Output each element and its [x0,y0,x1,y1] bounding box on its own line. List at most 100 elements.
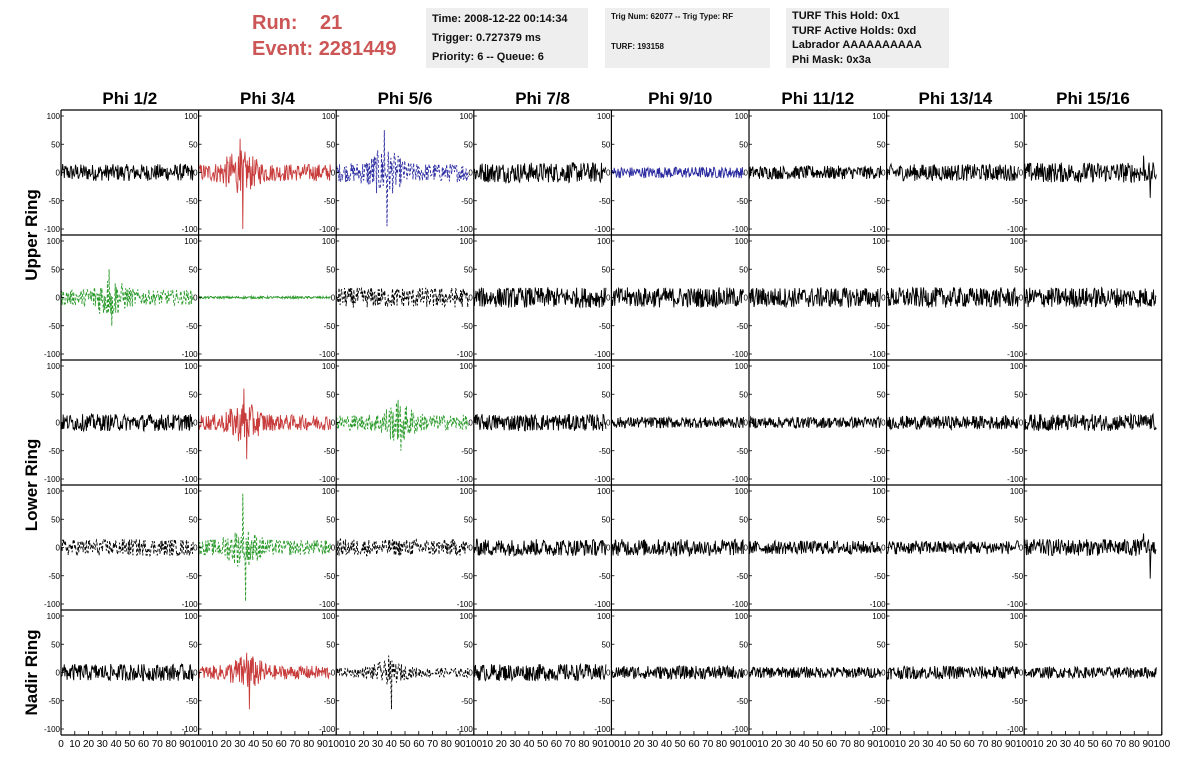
y-tick-label: -50 [1012,447,1024,456]
x-tick-label: 100 [465,739,482,750]
x-tick-label: 80 [441,739,453,750]
x-tick-label: 100 [603,739,620,750]
turf-active-holds-text: TURF Active Holds: 0xd [792,24,917,37]
y-tick-label: -100 [594,350,611,359]
y-tick-label: -50 [599,447,611,456]
x-tick-label: 10 [895,739,907,750]
y-tick-label: 100 [872,237,886,246]
y-tick-label: 0 [468,294,473,303]
trigger-text: Trigger: 0.727379 ms [432,32,541,44]
y-tick-label: 50 [326,265,335,274]
y-tick-label: 100 [47,487,61,496]
y-tick-label: -50 [324,197,336,206]
y-tick-label: -50 [874,322,886,331]
y-tick-label: -50 [599,197,611,206]
y-tick-label: 0 [744,544,749,553]
y-tick-label: 0 [1019,669,1024,678]
y-tick-label: -50 [461,447,473,456]
y-tick-label: 50 [326,390,335,399]
y-tick-label: -100 [1007,725,1024,734]
y-tick-label: -100 [1007,225,1024,234]
y-tick-label: 50 [1014,140,1023,149]
waveform-trace [335,130,469,227]
y-tick-label: 50 [51,640,60,649]
y-tick-label: 50 [739,390,748,399]
x-tick-label: 100 [878,739,895,750]
y-tick-label: -50 [736,572,748,581]
y-tick-label: -50 [874,572,886,581]
y-tick-label: -100 [457,600,474,609]
waveform-trace [886,540,1020,555]
y-tick-label: 100 [322,612,336,621]
y-tick-label: 0 [56,669,61,678]
y-tick-label: 50 [51,390,60,399]
x-tick-label: 20 [771,739,783,750]
y-tick-label: -100 [732,600,749,609]
y-tick-label: 50 [877,265,886,274]
y-tick-label: -50 [48,322,60,331]
y-tick-label: 100 [735,612,749,621]
waveform-trace [1023,533,1157,579]
x-tick-label: 90 [454,739,466,750]
y-tick-label: -50 [1012,322,1024,331]
x-tick-label: 20 [633,739,645,750]
y-tick-label: 50 [51,515,60,524]
x-tick-label: 60 [1101,739,1113,750]
x-tick-label: 90 [179,739,191,750]
waveform-trace [748,415,882,430]
y-tick-label: 100 [322,237,336,246]
y-tick-label: 50 [739,265,748,274]
x-tick-label: 90 [867,739,879,750]
y-tick-label: -100 [870,475,887,484]
y-tick-label: 50 [601,515,610,524]
y-tick-label: 0 [744,419,749,428]
y-tick-label: 50 [464,265,473,274]
y-tick-label: 50 [1014,390,1023,399]
trig-num-text: Trig Num: 62077 -- Trig Type: RF [611,12,734,21]
x-tick-label: 70 [840,739,852,750]
y-tick-label: -50 [461,322,473,331]
x-tick-label: 70 [152,739,164,750]
event-label: Event: [252,38,314,60]
waveform-trace [1023,286,1157,309]
run-label: Run: [252,12,298,34]
phi-mask-text: Phi Mask: 0x3a [792,53,871,66]
x-tick-label: 70 [427,739,439,750]
x-tick-label: 80 [303,739,315,750]
column-label: Phi 7/8 [515,89,570,108]
x-tick-label: 10 [344,739,356,750]
y-tick-label: 50 [189,515,198,524]
x-tick-label: 10 [620,739,632,750]
y-tick-label: 100 [322,112,336,121]
x-tick-label: 60 [551,739,563,750]
y-tick-label: -50 [736,697,748,706]
waveform-trace [198,493,332,602]
y-tick-label: -50 [324,447,336,456]
x-tick-label: 90 [592,739,604,750]
y-tick-label: 100 [872,112,886,121]
y-tick-label: -100 [870,725,887,734]
run-value: 21 [320,12,343,34]
waveform-trace [335,537,469,557]
y-tick-label: -50 [461,197,473,206]
x-tick-label: 70 [977,739,989,750]
y-tick-label: -100 [457,225,474,234]
y-tick-label: 50 [464,390,473,399]
column-label: Phi 15/16 [1056,89,1130,108]
x-tick-label: 90 [730,739,742,750]
x-tick-label: 80 [716,739,728,750]
y-tick-label: -50 [48,697,60,706]
y-tick-label: 100 [1010,487,1024,496]
y-tick-label: -100 [319,225,336,234]
waveform-trace [60,662,194,682]
x-tick-label: 50 [675,739,687,750]
y-tick-label: -100 [457,350,474,359]
x-tick-label: 40 [936,739,948,750]
x-tick-label: 50 [399,739,411,750]
y-tick-label: 0 [56,419,61,428]
y-tick-label: 0 [881,669,886,678]
x-tick-label: 30 [785,739,797,750]
y-tick-label: -100 [182,350,199,359]
waveform-trace [198,138,332,230]
